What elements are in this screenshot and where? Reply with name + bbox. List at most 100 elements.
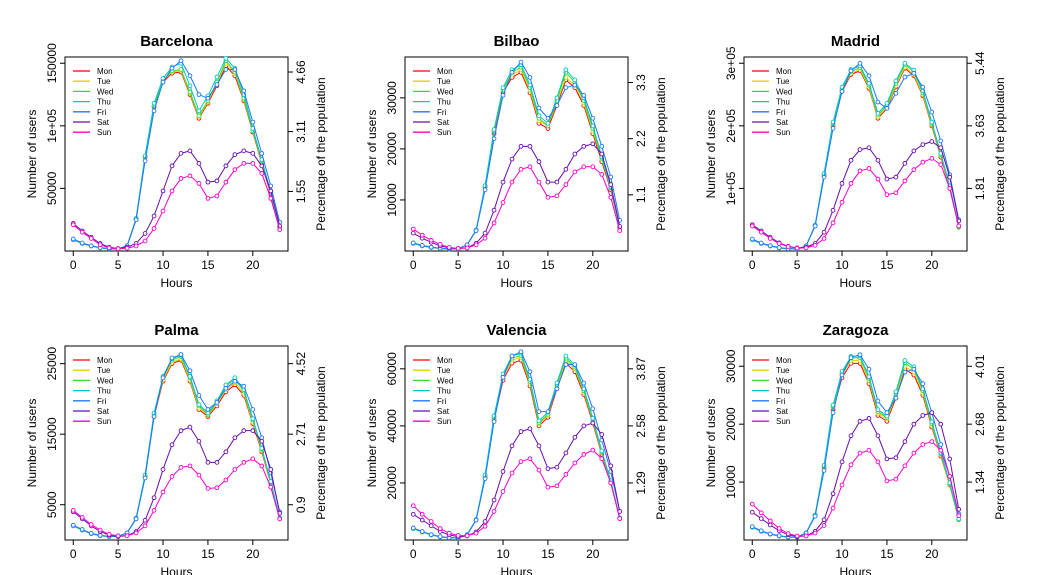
y-right-tick-label: 1.81 (973, 176, 987, 200)
data-point (205, 407, 211, 412)
data-point (518, 59, 524, 65)
legend-label: Sun (437, 417, 451, 426)
data-point (911, 450, 917, 456)
y-right-axis-label: Percentage of the population (654, 77, 668, 230)
x-tick-label: 10 (835, 547, 849, 561)
data-point (848, 433, 854, 439)
data-point (205, 95, 211, 101)
legend-label: Tue (437, 366, 451, 375)
data-point (599, 143, 605, 149)
data-point (527, 143, 533, 149)
legend-label: Tue (97, 77, 111, 86)
data-point (509, 179, 515, 185)
x-tick-label: 5 (455, 547, 462, 561)
data-point (151, 508, 157, 513)
data-point (482, 519, 488, 524)
data-point (875, 157, 881, 163)
data-point (839, 181, 845, 186)
data-point (241, 460, 247, 465)
data-point (527, 369, 533, 375)
data-point (473, 228, 479, 233)
y-tick-label: 150000 (45, 43, 59, 83)
y-right-axis-label: Percentage of the population (993, 77, 1007, 230)
x-tick-label: 15 (541, 258, 555, 272)
data-point (196, 92, 202, 97)
legend-label: Mon (97, 67, 113, 76)
chart-title: Madrid (831, 33, 880, 50)
data-point (830, 410, 836, 415)
legend-label: Sun (437, 128, 451, 137)
legend-label: Sun (776, 417, 790, 426)
legend-label: Mon (437, 67, 453, 76)
chart-panel-palma: Palma 0 5 10 15 20 Hours 5000 15000 25000 Number o… (25, 322, 328, 575)
data-point (938, 421, 944, 427)
x-tick-label: 20 (586, 258, 600, 272)
data-point (911, 167, 917, 172)
series-sat (749, 139, 962, 251)
x-tick-label: 5 (115, 258, 122, 272)
data-point (617, 516, 623, 521)
data-point (133, 516, 139, 522)
data-point (473, 242, 479, 248)
data-point (830, 220, 836, 226)
data-point (509, 156, 515, 162)
series-sun (749, 439, 962, 539)
data-point (205, 179, 211, 185)
data-point (545, 179, 551, 185)
data-point (545, 466, 551, 472)
data-point (938, 447, 944, 453)
data-point (151, 495, 157, 501)
data-point (268, 484, 274, 490)
legend-label: Wed (97, 376, 113, 385)
data-point (491, 509, 497, 514)
data-point (250, 416, 256, 422)
y-tick-label: 25000 (45, 347, 59, 381)
data-point (938, 442, 944, 447)
data-point (214, 82, 220, 87)
data-point (241, 161, 247, 166)
series-sun (70, 456, 283, 539)
legend-label: Fri (437, 108, 447, 117)
legend-label: Sun (97, 417, 111, 426)
data-point (133, 217, 139, 223)
data-point (437, 534, 443, 539)
data-point (830, 125, 836, 131)
data-point (196, 161, 202, 166)
data-point (500, 489, 506, 494)
data-point (518, 166, 524, 172)
data-point (419, 517, 425, 523)
y-right-tick-label: 3.63 (973, 114, 987, 138)
data-point (491, 419, 497, 424)
legend-label: Thu (776, 387, 790, 396)
data-point (929, 439, 935, 444)
data-point (857, 418, 863, 424)
y-tick-label: 10000 (724, 465, 738, 499)
x-axis-label: Hours (160, 565, 192, 575)
data-point (205, 196, 211, 201)
x-tick-label: 0 (749, 547, 756, 561)
y-right-tick-label: 0.9 (294, 496, 308, 513)
data-point (232, 467, 238, 472)
y-tick-label: 20000 (385, 466, 399, 500)
data-point (97, 527, 103, 533)
x-tick-label: 20 (246, 547, 260, 561)
series-line (72, 162, 281, 250)
data-point (500, 85, 506, 90)
data-point (509, 470, 515, 476)
chart-title: Palma (154, 322, 199, 339)
data-point (767, 243, 773, 248)
data-point (277, 227, 283, 233)
chart-panel-bilbao: Bilbao 0 5 10 15 20 Hours 10000 20000 30000 Number… (365, 33, 668, 290)
data-point (749, 501, 755, 507)
data-point (241, 148, 247, 154)
y-right-tick-label: 4.52 (294, 352, 308, 376)
data-point (223, 449, 229, 455)
data-point (518, 143, 524, 149)
data-point (758, 528, 764, 534)
data-point (142, 517, 148, 523)
data-point (250, 407, 256, 412)
data-point (599, 432, 605, 437)
